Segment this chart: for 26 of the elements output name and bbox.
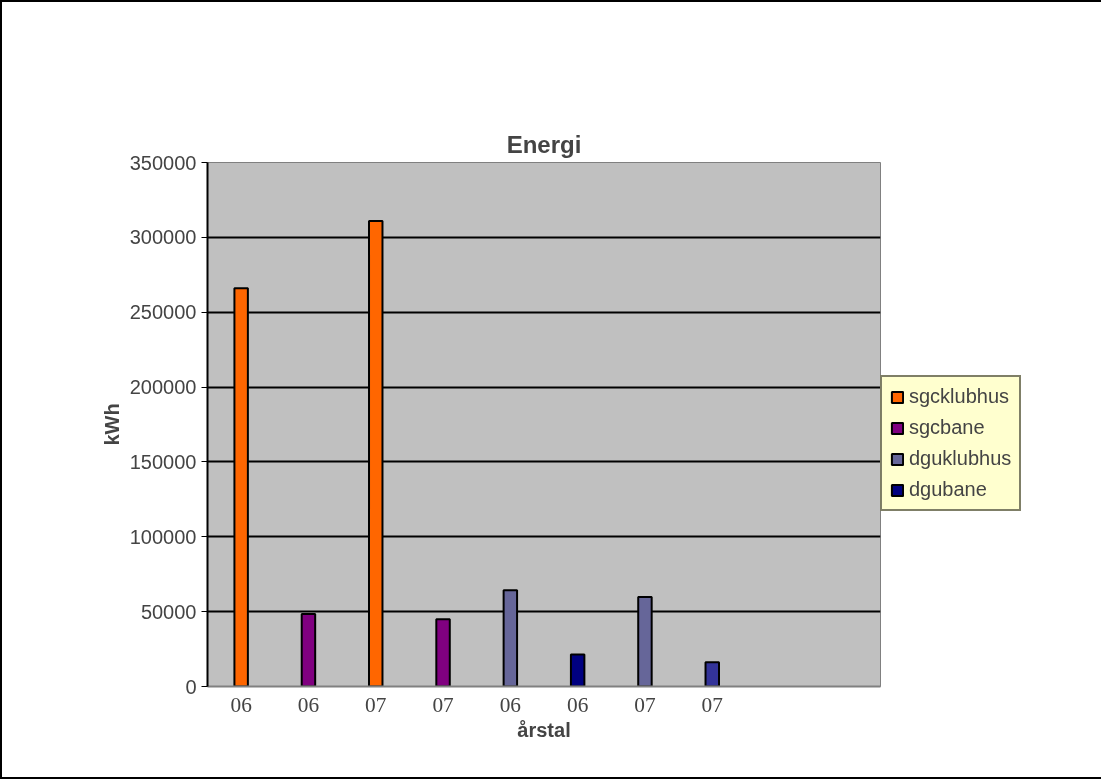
y-tick-label: 250000 [129, 301, 197, 324]
x-tick-label: 06 [499, 692, 522, 717]
legend-label: sgcklubhus [909, 385, 1010, 408]
legend-label: dgubane [909, 478, 987, 501]
y-tick-label: 100000 [129, 525, 197, 548]
y-tick-label: 150000 [129, 450, 197, 473]
chart-title: Energi [506, 130, 582, 158]
x-tick-label: 06 [297, 692, 320, 717]
x-tick-label: 07 [701, 692, 724, 717]
x-axis-title: årstal [517, 718, 571, 741]
x-tick-label: 07 [432, 692, 455, 717]
x-tick-label: 07 [634, 692, 656, 717]
x-tick-label: 07 [365, 692, 387, 717]
legend-label: dguklubhus [909, 447, 1012, 470]
bar [435, 618, 451, 687]
y-tick-label: 50000 [140, 600, 197, 623]
bar [704, 661, 720, 687]
bar [569, 653, 586, 687]
y-axis-title: kWh [100, 403, 123, 446]
x-tick-label: 06 [230, 692, 253, 717]
y-tick-label: 200000 [129, 376, 197, 399]
x-tick-label: 06 [566, 692, 589, 717]
legend-label: sgcbane [909, 416, 985, 439]
y-tick-label: 350000 [129, 151, 197, 174]
y-tick-label: 0 [185, 675, 197, 698]
y-tick-label: 300000 [129, 226, 197, 249]
